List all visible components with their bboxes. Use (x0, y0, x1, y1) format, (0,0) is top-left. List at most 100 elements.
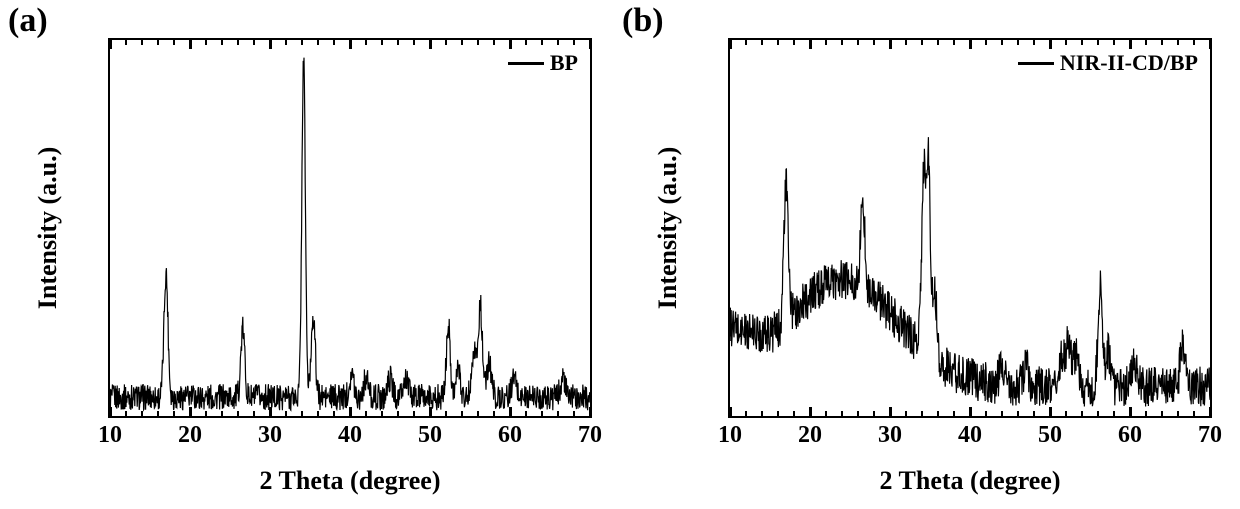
x-tick-minor (221, 411, 223, 416)
x-tick-minor (1081, 411, 1083, 416)
x-tick-label: 10 (718, 422, 742, 449)
x-tick-minor (445, 411, 447, 416)
x-tick-minor-top (333, 40, 335, 45)
x-tick-minor (237, 411, 239, 416)
x-tick-major-top (429, 40, 432, 49)
x-tick-minor-top (841, 40, 843, 45)
x-tick-minor (541, 411, 543, 416)
x-tick-minor-top (1001, 40, 1003, 45)
x-tick-minor-top (557, 40, 559, 45)
x-tick-major-top (269, 40, 272, 49)
x-tick-major (729, 407, 732, 416)
x-tick-major-top (1129, 40, 1132, 49)
x-tick-minor (477, 411, 479, 416)
x-tick-minor-top (445, 40, 447, 45)
x-tick-minor (397, 411, 399, 416)
x-tick-minor-top (873, 40, 875, 45)
x-tick-minor (173, 411, 175, 416)
x-tick-minor-top (397, 40, 399, 45)
panel-b-xlabel: 2 Theta (degree) (880, 466, 1061, 496)
panel-b: (b) Intensity (a.u.) 2 Theta (degree) NI… (620, 0, 1240, 509)
x-tick-major-top (969, 40, 972, 49)
x-tick-minor (1145, 411, 1147, 416)
x-tick-minor-top (493, 40, 495, 45)
x-tick-minor (1161, 411, 1163, 416)
x-tick-minor (1113, 411, 1115, 416)
panel-b-legend-label: NIR-II-CD/BP (1060, 50, 1198, 76)
x-tick-label: 70 (578, 422, 602, 449)
x-tick-minor (557, 411, 559, 416)
panel-a-legend: BP (508, 50, 578, 76)
x-tick-label: 60 (1118, 422, 1142, 449)
x-tick-minor-top (857, 40, 859, 45)
x-tick-minor-top (381, 40, 383, 45)
x-tick-label: 30 (878, 422, 902, 449)
x-tick-minor (285, 411, 287, 416)
panel-b-ylabel: Intensity (a.u.) (653, 147, 683, 310)
x-tick-minor (1177, 411, 1179, 416)
x-tick-minor (921, 411, 923, 416)
x-tick-minor-top (285, 40, 287, 45)
x-tick-minor-top (253, 40, 255, 45)
legend-line-icon (508, 62, 544, 65)
x-tick-minor (761, 411, 763, 416)
x-tick-minor-top (1145, 40, 1147, 45)
xrd-trace (730, 40, 1210, 416)
x-tick-minor (745, 411, 747, 416)
x-tick-minor (141, 411, 143, 416)
x-tick-minor (825, 411, 827, 416)
x-tick-major-top (509, 40, 512, 49)
x-tick-minor-top (905, 40, 907, 45)
x-tick-minor-top (365, 40, 367, 45)
x-tick-minor (461, 411, 463, 416)
x-tick-minor-top (317, 40, 319, 45)
x-tick-major (109, 407, 112, 416)
x-tick-minor-top (461, 40, 463, 45)
x-tick-label: 30 (258, 422, 282, 449)
x-tick-major-top (889, 40, 892, 49)
x-tick-label: 60 (498, 422, 522, 449)
x-tick-major-top (189, 40, 192, 49)
x-tick-major (429, 407, 432, 416)
x-tick-minor (857, 411, 859, 416)
x-tick-minor-top (793, 40, 795, 45)
x-tick-minor-top (221, 40, 223, 45)
x-tick-minor-top (921, 40, 923, 45)
x-tick-minor-top (985, 40, 987, 45)
panel-a-legend-label: BP (550, 50, 578, 76)
x-tick-major-top (729, 40, 732, 49)
x-tick-minor (1193, 411, 1195, 416)
x-tick-minor-top (205, 40, 207, 45)
x-tick-minor-top (173, 40, 175, 45)
x-tick-minor (793, 411, 795, 416)
x-tick-minor-top (1033, 40, 1035, 45)
x-tick-minor-top (745, 40, 747, 45)
x-tick-minor-top (1017, 40, 1019, 45)
x-tick-major (969, 407, 972, 416)
x-tick-major (1129, 407, 1132, 416)
x-tick-minor (205, 411, 207, 416)
x-tick-minor-top (1193, 40, 1195, 45)
x-tick-minor (125, 411, 127, 416)
x-tick-major (189, 407, 192, 416)
x-tick-minor (1017, 411, 1019, 416)
x-tick-major-top (109, 40, 112, 49)
xrd-trace (110, 40, 590, 416)
x-tick-minor (493, 411, 495, 416)
x-tick-minor-top (1177, 40, 1179, 45)
x-tick-minor (525, 411, 527, 416)
x-tick-major-top (1209, 40, 1212, 49)
x-tick-major (889, 407, 892, 416)
x-tick-minor-top (125, 40, 127, 45)
x-tick-minor (1065, 411, 1067, 416)
x-tick-major (1049, 407, 1052, 416)
x-tick-minor-top (525, 40, 527, 45)
x-tick-minor (953, 411, 955, 416)
x-tick-major-top (1049, 40, 1052, 49)
x-tick-minor-top (301, 40, 303, 45)
x-tick-major (269, 407, 272, 416)
x-tick-major (1209, 407, 1212, 416)
panel-a: (a) Intensity (a.u.) 2 Theta (degree) BP… (0, 0, 620, 509)
x-tick-minor (365, 411, 367, 416)
x-tick-minor-top (1065, 40, 1067, 45)
